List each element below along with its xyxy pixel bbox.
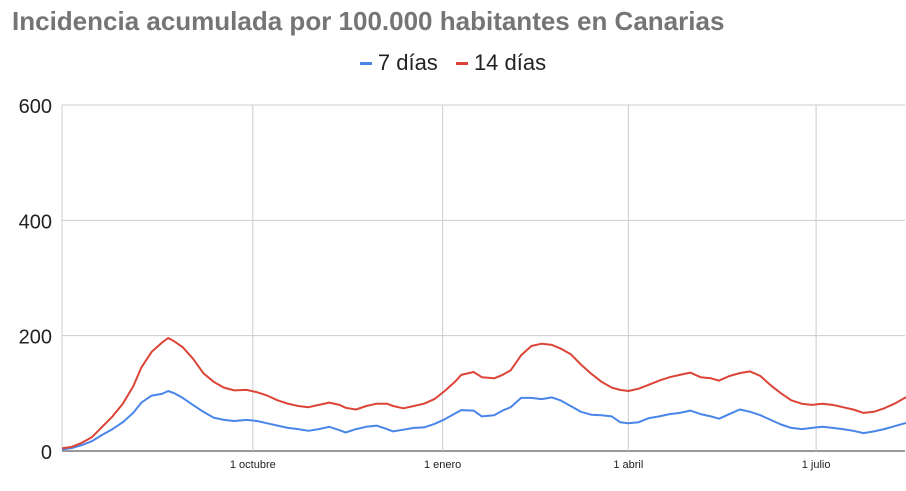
legend-label-7-dias: 7 días [377, 50, 438, 75]
legend-swatch-14-dias [455, 61, 468, 65]
x-tick-label: 1 octubre [230, 459, 276, 471]
y-tick-label: 0 [41, 442, 52, 464]
y-tick-label: 400 [19, 211, 52, 233]
y-tick-label: 600 [19, 96, 52, 118]
legend-swatch-7-dias [359, 61, 372, 65]
x-tick-label: 1 julio [802, 459, 831, 471]
series-line-14-dias [62, 337, 906, 450]
x-tick-label: 1 enero [424, 459, 461, 471]
legend-item-14-dias: 14 días [455, 50, 547, 76]
chart-legend: 7 días 14 días [0, 50, 906, 76]
legend-item-7-dias: 7 días [359, 50, 438, 76]
legend-label-14-dias: 14 días [473, 50, 547, 75]
y-tick-label: 200 [19, 327, 52, 349]
series-line-7-dias [62, 390, 906, 451]
x-tick-label: 1 abril [613, 459, 643, 471]
chart-title: Incidencia acumulada por 100.000 habitan… [12, 6, 725, 36]
